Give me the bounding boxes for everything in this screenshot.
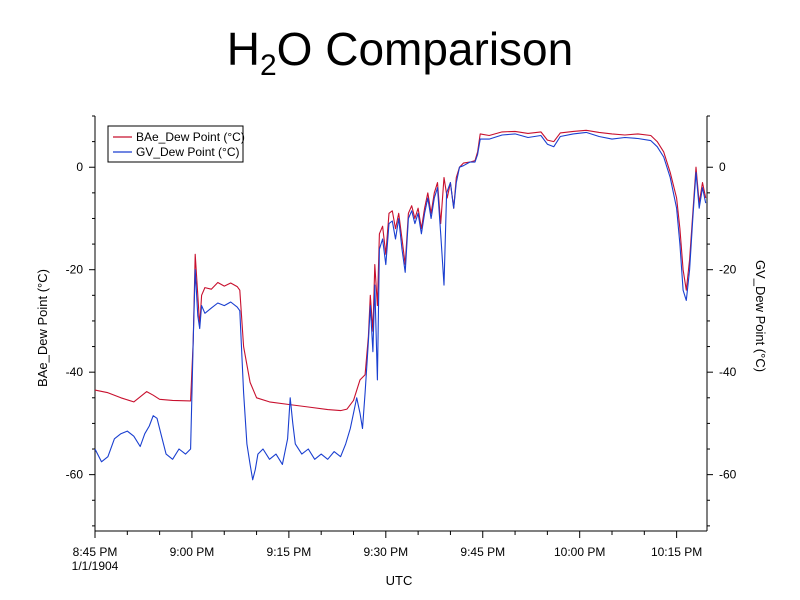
y-tick-label-right: 0 — [719, 160, 726, 174]
chart-title-pre: H — [226, 23, 260, 75]
axes-group: 0 0 -20 -20 -40 -40 -60 -60 8:45 PM1/1/1904 9:00 … — [66, 115, 737, 573]
x-tick-label: 9:00 PM — [170, 545, 215, 559]
x-axis-label: UTC — [386, 573, 413, 588]
chart-title-post: O Comparison — [276, 23, 574, 75]
y-tick-label-left: -60 — [66, 468, 84, 482]
legend-label: GV_Dew Point (°C) — [136, 145, 240, 159]
y-tick-label-left: -20 — [66, 263, 84, 277]
legend-label: BAe_Dew Point (°C) — [136, 130, 245, 144]
x-tick-label: 10:15 PM — [651, 545, 702, 559]
legend: BAe_Dew Point (°C)GV_Dew Point (°C) — [107, 125, 245, 163]
x-tick-label: 8:45 PM — [73, 545, 118, 559]
x-tick-label: 9:30 PM — [363, 545, 408, 559]
x-tick-label: 9:15 PM — [267, 545, 312, 559]
chart-title-sub: 2 — [259, 49, 277, 82]
y-tick-label-right: -40 — [719, 365, 737, 379]
series-group — [94, 129, 707, 481]
y-tick-label-right: -20 — [719, 263, 737, 277]
y-tick-label-left: -40 — [66, 365, 84, 379]
series-line-bae — [94, 129, 707, 412]
y-axis-label-right: GV_Dew Point (°C) — [753, 260, 768, 372]
series-line-gv — [94, 131, 707, 481]
legend-box — [107, 125, 244, 163]
y-axis-label-left: BAe_Dew Point (°C) — [35, 269, 50, 387]
y-tick-label-right: -60 — [719, 468, 737, 482]
x-tick-label: 9:45 PM — [460, 545, 505, 559]
chart-title: H2O Comparison — [0, 22, 800, 83]
y-tick-label-left: 0 — [76, 160, 83, 174]
x-tick-label: 10:00 PM — [554, 545, 605, 559]
x-tick-sublabel: 1/1/1904 — [72, 559, 119, 573]
